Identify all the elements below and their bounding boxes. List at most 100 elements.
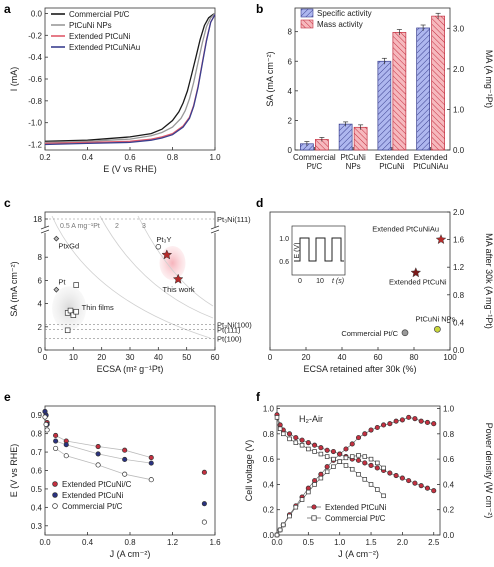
legend-marker (311, 504, 317, 510)
legend-label: PtCuNi NPs (69, 21, 112, 30)
data-point (148, 477, 154, 483)
panel-letter-d: d (256, 196, 263, 210)
data-point (53, 235, 60, 242)
data-point (312, 449, 317, 454)
plot-frame (44, 405, 216, 536)
x-tick-label: NPs (346, 162, 361, 171)
iso-label: 3 (142, 223, 146, 230)
x-tick-label: 60 (211, 353, 220, 362)
x-tick-label: 0.0 (39, 538, 51, 547)
data-point (73, 282, 79, 288)
data-point (274, 415, 280, 420)
axis-break-mark (40, 229, 50, 234)
data-point (201, 501, 207, 507)
inset-y-label: E (V) (294, 243, 301, 259)
fit-curve (55, 440, 152, 464)
legend-label: Extended PtCuNi (325, 503, 387, 512)
data-point (412, 416, 418, 422)
y-tick-label: 0.6 (263, 455, 275, 464)
x-tick-label: 0.0 (271, 538, 283, 547)
data-point (431, 488, 437, 494)
point-label: PtCuNi NPs (415, 314, 455, 323)
panel-letter-e: e (4, 390, 11, 404)
y2-tick-label: 0.2 (443, 506, 455, 515)
bar (416, 27, 430, 151)
data-point (399, 475, 405, 481)
y-tick-label: 0.0 (453, 346, 465, 355)
point-label: Commercial Pt/C (341, 329, 398, 338)
legend-marker (52, 503, 58, 509)
x-tick-label: 80 (410, 353, 419, 362)
x-tick-label: 0.8 (167, 153, 179, 162)
data-point (67, 307, 74, 314)
data-point (53, 432, 59, 439)
y-tick-label: 0.7 (31, 448, 43, 457)
data-point (324, 447, 330, 453)
axis-break-gap (211, 227, 219, 233)
reference-label: Pt(100) (217, 334, 242, 343)
y2-axis-label: Power density (W cm⁻²) (484, 423, 494, 519)
data-point (293, 440, 299, 445)
point-label: Pt₃Y (156, 235, 171, 244)
data-point (201, 469, 207, 475)
data-point (393, 473, 399, 479)
y-tick-label: -1.2 (28, 141, 42, 150)
data-point (362, 454, 368, 459)
data-point (343, 455, 349, 461)
bar (338, 123, 353, 151)
data-point (306, 446, 311, 452)
x-tick-label: 100 (443, 353, 457, 362)
series-line (44, 13, 216, 144)
series-line (276, 417, 384, 497)
x-tick-label: 0.4 (82, 153, 94, 162)
data-point (330, 448, 336, 455)
plot-frame (276, 405, 441, 536)
x-tick-label: 0.2 (39, 153, 51, 162)
data-point (343, 463, 349, 468)
panel-a-chart: 0.2 0.4 0.6 0.8 1.0 0.0 -0.2 -0.4 -0.6 -0.8 -1.0 -1… (9, 7, 221, 174)
data-point (324, 469, 330, 475)
axis-break-gap (41, 227, 49, 233)
y-tick-label: -0.6 (28, 75, 42, 84)
y-tick-label: 0.5 (31, 485, 43, 494)
data-point (368, 427, 374, 433)
legend-label: Extended PtCuNi (62, 491, 124, 500)
data-point (401, 329, 409, 337)
data-point (362, 431, 368, 437)
y-tick-label: 0 (38, 346, 43, 355)
data-point (172, 273, 184, 284)
panel-b-chart: 0 2 4 6 8 0.0 1.0 2.0 3.0 SA (mA cm⁻²) MA (A mg⁻¹P… (265, 7, 494, 171)
this-work-region (159, 246, 186, 280)
legend-label: Commercial Pt/C (69, 10, 130, 19)
axis-break-mark (40, 225, 50, 230)
data-point (318, 445, 324, 451)
legend-label: Commercial Pt/C (62, 502, 123, 511)
data-point (95, 462, 101, 468)
x-tick-label: 0.5 (303, 538, 315, 547)
y-tick-label: 0 (288, 146, 293, 155)
y-tick-label: 2 (288, 116, 293, 125)
data-point (410, 267, 422, 278)
x-tick-label: PtCuNi (379, 162, 405, 171)
panel-e-chart: 0.0 0.4 0.8 1.2 1.6 0.3 0.4 0.5 0.6 0.7 0.8 0.9 J (A… (9, 405, 221, 559)
x-tick-label: 1.5 (365, 538, 377, 547)
data-point (393, 418, 399, 424)
legend-label: Specific activity (317, 9, 372, 18)
y-axis-label: I (mA) (9, 67, 19, 92)
data-point (95, 443, 101, 450)
data-point (306, 489, 311, 495)
data-point (122, 471, 128, 477)
data-point (318, 471, 324, 477)
legend-label: Extended PtCuNiAu (69, 43, 140, 52)
data-point (312, 482, 317, 487)
point-label: Extended PtCuNi (389, 278, 447, 287)
data-point (387, 470, 393, 476)
x-tick-label: PtCuNi (340, 153, 366, 162)
x-tick-label: Pt/C (307, 162, 323, 171)
data-point (70, 312, 77, 318)
x-tick-label: 0.8 (124, 538, 136, 547)
data-point (293, 435, 299, 441)
y-tick-label: 1.2 (453, 263, 465, 272)
iso-label: 0.5 A mg⁻¹Pt (60, 223, 100, 230)
